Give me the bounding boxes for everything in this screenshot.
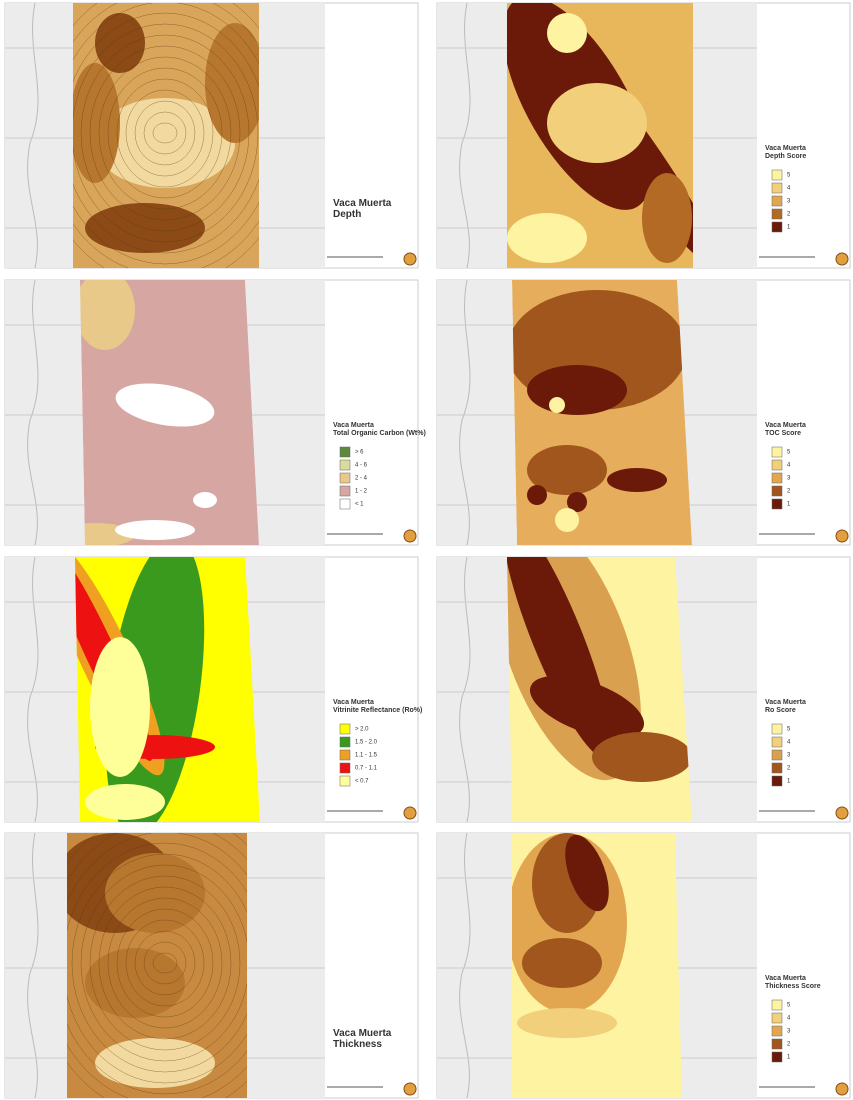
logo (836, 1083, 848, 1095)
map-zone (95, 13, 145, 73)
legend-swatch (340, 737, 350, 747)
legend-swatch (340, 473, 350, 483)
legend-label: 1.5 - 2.0 (355, 740, 378, 746)
legend-label: 0.7 - 1.1 (355, 766, 378, 772)
legend-swatch (340, 776, 350, 786)
logo (404, 530, 416, 542)
legend-swatch (772, 170, 782, 180)
map-zone (642, 173, 692, 263)
map-zone (592, 732, 692, 782)
map-zone (95, 1038, 215, 1088)
legend-swatch (772, 750, 782, 760)
legend-swatch (772, 447, 782, 457)
legend-label: 1.1 - 1.5 (355, 753, 378, 759)
logo (836, 807, 848, 819)
map-zone (85, 948, 185, 1018)
legend-swatch (340, 460, 350, 470)
map-zone (555, 508, 579, 532)
legend-label: 4 - 6 (355, 463, 368, 469)
map-zone (527, 485, 547, 505)
legend-label: < 1 (355, 502, 364, 508)
legend-label: < 0.7 (355, 779, 369, 785)
map-panel: Vaca MuertaTotal Organic Carbon (Wt%)> 6… (5, 270, 426, 547)
legend-swatch (340, 763, 350, 773)
map-zone (607, 468, 667, 492)
map-zone (549, 397, 565, 413)
logo (404, 807, 416, 819)
map-zone (90, 637, 150, 777)
legend-swatch (772, 776, 782, 786)
logo (404, 253, 416, 265)
legend-swatch (340, 499, 350, 509)
legend-label: > 2.0 (355, 727, 369, 733)
legend-swatch (772, 1013, 782, 1023)
map-zone (547, 13, 587, 53)
map-zone (522, 938, 602, 988)
legend-swatch (772, 209, 782, 219)
map-zone (193, 492, 217, 508)
legend-label: 1 - 2 (355, 489, 368, 495)
map-zone (517, 1008, 617, 1038)
map-zone (85, 784, 165, 820)
legend-swatch (772, 737, 782, 747)
legend-swatch (772, 473, 782, 483)
legend-swatch (772, 1039, 782, 1049)
map-surface (507, 280, 692, 545)
logo (836, 530, 848, 542)
legend-swatch (772, 460, 782, 470)
legend-swatch (772, 486, 782, 496)
map-sheet: Vaca MuertaDepthVaca MuertaDepth Score54… (0, 0, 853, 1100)
map-zone (105, 853, 205, 933)
map-surface (507, 829, 682, 1098)
map-panel: Vaca MuertaDepth (5, 0, 418, 286)
legend-label: 2 - 4 (355, 476, 368, 482)
legend-swatch (772, 222, 782, 232)
legend-swatch (340, 750, 350, 760)
legend-swatch (772, 1026, 782, 1036)
map-zone (547, 83, 647, 163)
map-zone (75, 270, 135, 350)
map-surface (36, 0, 294, 286)
map-zone (507, 213, 587, 263)
legend-swatch (772, 183, 782, 193)
legend-swatch (772, 724, 782, 734)
legend-label: > 6 (355, 450, 364, 456)
legend-swatch (772, 499, 782, 509)
legend-swatch (340, 724, 350, 734)
map-zone (205, 23, 265, 143)
map-zone (527, 365, 627, 415)
legend-swatch (340, 447, 350, 457)
map-zone (115, 520, 195, 540)
legend-swatch (772, 196, 782, 206)
legend-swatch (340, 486, 350, 496)
legend-swatch (772, 763, 782, 773)
logo (404, 1083, 416, 1095)
logo (836, 253, 848, 265)
legend-swatch (772, 1052, 782, 1062)
legend-title: Vaca MuertaDepth Score (765, 145, 806, 160)
legend-swatch (772, 1000, 782, 1010)
map-surface (55, 270, 259, 547)
